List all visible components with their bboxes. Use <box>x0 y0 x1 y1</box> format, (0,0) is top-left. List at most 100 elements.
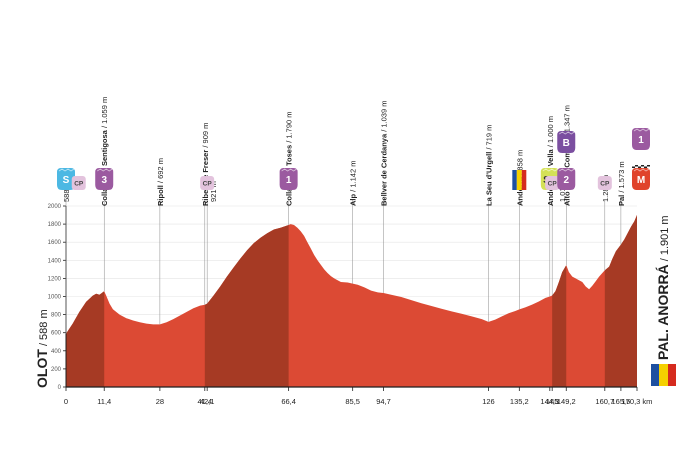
badge-shape <box>279 168 298 190</box>
badge-shape <box>95 168 114 190</box>
waypoint-label: Pal / 1.573 m <box>617 161 626 206</box>
badge-shape <box>557 168 576 190</box>
cp-marker-3: CP <box>545 176 560 190</box>
waypoint-name: Alp <box>349 194 358 207</box>
start-town-label: OLOT / 588 m <box>34 309 50 388</box>
waypoint-name: Collada de Sentigosa <box>100 129 109 206</box>
elevation-profile-area <box>66 215 637 387</box>
finish-checker <box>644 166 647 168</box>
waypoint-name: Bellver de Cerdanya <box>380 133 389 206</box>
badge-zigzag <box>559 168 575 172</box>
climb-segment <box>604 214 637 387</box>
flag-stripe-red <box>668 364 676 386</box>
cp-badge-shape <box>597 176 612 190</box>
start-town-name: OLOT <box>34 349 50 388</box>
badge-label: 1 <box>638 135 644 146</box>
waypoint-name: Andorra <box>515 176 524 206</box>
flag-stripe-yellow <box>516 170 522 190</box>
finish-checker <box>641 165 644 167</box>
badge-shape <box>557 131 576 153</box>
waypoint-name: Pal <box>617 195 626 206</box>
badge-zigzag <box>58 168 75 172</box>
waypoint-label: Ripoll / 692 m <box>156 158 165 206</box>
waypoint-name: Ripoll <box>156 185 165 206</box>
x-tick-label: 85,5 <box>345 397 360 406</box>
finish-town-label: PAL. ANORRÁ / 1.901 m <box>655 215 671 360</box>
waypoint-label: Collada de Toses / 1.790 m <box>285 112 294 207</box>
y-tick-label: 800 <box>51 313 62 319</box>
finish-flag-icon <box>651 364 676 386</box>
waypoint-altitude: / 1.347 m <box>562 105 571 138</box>
x-tick-label: 170,3 km <box>622 397 653 406</box>
finish-town-name: PAL. ANORRÁ <box>655 264 671 360</box>
flag-stripe-blue <box>512 170 517 190</box>
y-tick-label: 1800 <box>48 222 62 228</box>
x-tick-label: 144,3 <box>540 397 559 406</box>
x-tick-label: 11,4 <box>97 397 111 406</box>
flag-stripe-yellow <box>659 364 668 386</box>
finish-checker <box>635 165 638 167</box>
cp-badge-shape <box>71 176 86 190</box>
badge-label: B <box>563 138 570 149</box>
badge-label: CP <box>74 181 84 188</box>
waypoint-altitude: / 719 m <box>484 125 493 152</box>
andorra-flag-icon <box>512 170 527 190</box>
y-tick-label: 1000 <box>48 295 62 301</box>
y-tick-label: 400 <box>51 349 62 355</box>
y-tick-label: 1400 <box>48 258 62 264</box>
start-altitude: / 588 m <box>38 309 50 349</box>
waypoint-label: Andorra / 858 m <box>515 150 524 206</box>
waypoint-label: Andorra la Vella / 1.000 m <box>546 116 555 206</box>
cp-marker-4: CP <box>597 176 612 190</box>
kom-marker-comella: 2 <box>557 168 576 190</box>
x-tick-label: 94,7 <box>376 397 391 406</box>
y-tick-label: 600 <box>51 331 62 337</box>
waypoint-altitude: / 1.790 m <box>285 112 294 145</box>
x-tick-label: 149,2 <box>557 397 576 406</box>
badge-zigzag <box>559 131 575 135</box>
waypoint-label: 588 m <box>62 181 71 202</box>
y-tick-label: 1600 <box>48 240 62 246</box>
waypoint-altitude: / 858 m <box>515 150 524 177</box>
finish-checker <box>632 166 635 168</box>
waypoint-label: La Seu d'Urgell / 719 m <box>484 125 493 206</box>
climb-segment <box>552 265 567 387</box>
waypoint-altitude: / 1.000 m <box>546 116 555 149</box>
x-tick-label: 135,2 <box>510 397 529 406</box>
kom-marker-sentigosa: 3 <box>95 168 114 190</box>
climb-segment <box>66 291 105 387</box>
badge-zigzag <box>97 168 113 172</box>
badge-zigzag <box>633 128 650 132</box>
waypoint-altitude: / 692 m <box>156 158 165 185</box>
finish-checker <box>638 166 641 168</box>
flag-stripe-blue <box>651 364 659 386</box>
y-tick-label: 200 <box>51 367 62 373</box>
x-tick-label: 66,4 <box>281 397 296 406</box>
badge-zigzag <box>542 168 559 172</box>
finish-checker <box>647 165 650 167</box>
y-tick-label: 1200 <box>48 276 62 282</box>
cp-marker-2: CP <box>200 176 215 190</box>
x-tick-label: 42,1 <box>200 397 215 406</box>
badge-shape <box>57 168 75 190</box>
badge-shape <box>632 128 650 150</box>
waypoint-label: Collada de Sentigosa / 1.059 m <box>100 97 109 206</box>
y-tick-label: 0 <box>58 385 62 391</box>
waypoint-altitude: / 1.039 m <box>380 101 389 134</box>
badge-label: CP <box>548 181 558 188</box>
waypoint-label: 921 m <box>209 181 218 202</box>
waypoint-altitude: / 1.573 m <box>617 161 626 194</box>
badge-label: 3 <box>101 175 107 186</box>
waypoint-label: Alp / 1.142 m <box>349 161 358 206</box>
bonus-marker-comella: B <box>557 131 576 153</box>
x-tick-label: 28 <box>156 397 164 406</box>
flag-stripe-red <box>521 170 527 190</box>
badge-zigzag <box>633 168 650 172</box>
x-tick-label: 126 <box>482 397 495 406</box>
x-tick-label: 145 <box>546 397 559 406</box>
x-tick-label: 41,4 <box>198 397 213 406</box>
badge-label: S <box>63 175 70 186</box>
kom-marker-toses: 1 <box>279 168 298 190</box>
